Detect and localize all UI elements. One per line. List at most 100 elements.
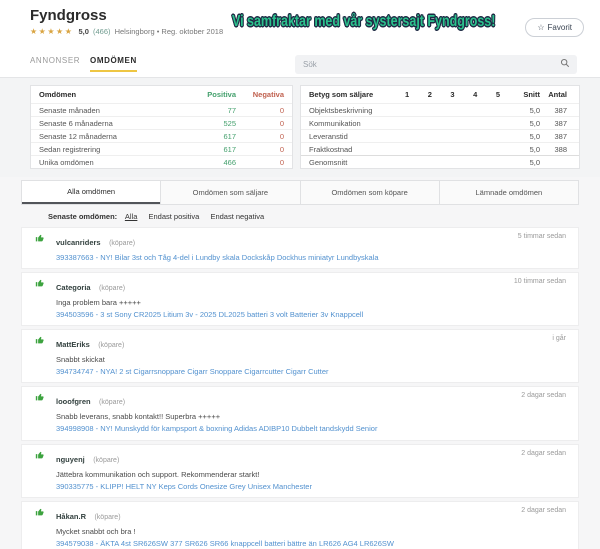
scale-2: 2 <box>427 90 432 99</box>
review-comment: Jättebra kommunikation och support. Reko… <box>56 469 260 479</box>
tab-annonser[interactable]: ANNONSER <box>30 56 81 65</box>
review-username[interactable]: Categoria <box>56 283 91 293</box>
thumbs-up-icon <box>35 234 44 242</box>
filter-endast-positiva[interactable]: Endast positiva <box>148 212 200 221</box>
avg-value: 5,0 <box>529 157 540 167</box>
tab-omdomen-som-saljare[interactable]: Omdömen som säljare <box>160 181 299 204</box>
scale-3: 3 <box>450 90 455 99</box>
reviews-list: vulcanriders (köpare) 5 timmar sedan 393… <box>21 227 579 549</box>
search-box <box>295 54 577 74</box>
thumbs-up-icon <box>35 451 44 458</box>
tab-alla-omdomen[interactable]: Alla omdömen <box>22 181 161 204</box>
search-icon[interactable] <box>560 58 570 68</box>
filter-label: Senaste omdömen: <box>48 212 118 221</box>
review-filter-tabs: Alla omdömen Omdömen som säljare Omdömen… <box>21 180 579 205</box>
profile-nav: ANNONSER OMDÖMEN <box>0 50 600 78</box>
rating-bar <box>405 147 500 152</box>
thumbs-up-icon <box>35 337 44 344</box>
page-title: Fyndgross <box>30 7 107 24</box>
seller-header-row: Betyg som säljare 1 2 3 4 5 Snitt Antal <box>301 86 579 103</box>
review-role: (köpare) <box>109 240 136 247</box>
col-antal: Antal <box>548 90 567 99</box>
thumbs-up-icon <box>35 508 44 515</box>
review-item-link[interactable]: 393387663 - NY! Bilar 3st och Tåg 4-del … <box>56 253 379 262</box>
row-label: Senaste 6 månaderna <box>39 118 113 128</box>
review-item-link[interactable]: 394503596 - 3 st Sony CR2025 Litium 3v -… <box>56 310 364 320</box>
rating-scale: 1 2 3 4 5 <box>405 90 500 99</box>
review-timestamp: i går <box>552 335 566 343</box>
negative-count[interactable]: 0 <box>279 144 284 154</box>
latest-reviews-filterbar: Senaste omdömen: Alla Endast positiva En… <box>0 205 600 227</box>
negative-count[interactable]: 0 <box>279 105 284 115</box>
table-row: Objektsbeskrivning 5,0 387 <box>301 103 579 116</box>
filter-endast-negativa[interactable]: Endast negativa <box>210 212 265 221</box>
review-comment: Snabbt skickat <box>56 355 105 365</box>
stats-section: Omdömen Positiva Negativa Senaste månade… <box>0 78 600 177</box>
rating-count-link[interactable]: (466) <box>92 27 111 36</box>
review-row: nguyenj (köpare) 2 dagar sedan Jättebra … <box>21 443 579 498</box>
favorite-button[interactable]: ☆ Favorit <box>525 18 584 37</box>
row-label: Objektsbeskrivning <box>309 105 373 115</box>
avg-value: 5,0 <box>529 105 540 115</box>
table-row: Leveranstid 5,0 387 <box>301 129 579 142</box>
review-timestamp: 5 timmar sedan <box>517 233 566 240</box>
summary-title: Omdömen <box>39 90 77 99</box>
row-label: Leveranstid <box>309 131 348 141</box>
review-item-link[interactable]: 394734747 - NYA! 2 st Cigarrsnoppare Cig… <box>56 367 329 377</box>
review-timestamp: 10 timmar sedan <box>513 278 566 286</box>
table-row: Fraktkostnad 5,0 388 <box>301 142 579 155</box>
positive-count[interactable]: 617 <box>223 131 236 141</box>
profile-meta: ★★★★★ 5,0 (466) Helsingborg • Reg. oktob… <box>30 27 223 36</box>
scale-5: 5 <box>495 90 500 99</box>
avg-value: 5,0 <box>529 118 540 128</box>
review-username[interactable]: Håkan.R <box>56 511 87 521</box>
negative-count[interactable]: 0 <box>279 131 284 141</box>
table-row: Kommunikation 5,0 387 <box>301 116 579 129</box>
favorite-label: Favorit <box>547 23 572 32</box>
row-label: Unika omdömen <box>39 157 94 167</box>
row-label: Kommunikation <box>309 118 361 128</box>
review-row: vulcanriders (köpare) 5 timmar sedan 393… <box>21 227 579 270</box>
review-role: (köpare) <box>99 285 126 293</box>
positive-count[interactable]: 77 <box>227 105 236 115</box>
review-username[interactable]: nguyenj <box>56 454 85 464</box>
location-registered: Helsingborg • Reg. oktober 2018 <box>114 27 224 36</box>
review-timestamp: 2 dagar sedan <box>521 506 566 514</box>
search-input[interactable] <box>295 55 577 74</box>
filter-alla[interactable]: Alla <box>124 212 138 221</box>
table-row: Unika omdömen 466 0 <box>31 155 292 168</box>
table-row-total: Genomsnitt 5,0 <box>301 155 579 168</box>
table-row: Senaste 6 månaderna 525 0 <box>31 116 292 129</box>
positive-count[interactable]: 617 <box>223 144 236 154</box>
col-negativa: Negativa <box>252 90 284 99</box>
review-comment: Inga problem bara +++++ <box>56 298 141 308</box>
thumbs-up-icon <box>35 279 44 287</box>
negative-count[interactable]: 0 <box>279 118 284 128</box>
review-username[interactable]: MattEriks <box>56 340 90 350</box>
positive-count[interactable]: 466 <box>223 157 236 167</box>
negative-count[interactable]: 0 <box>279 157 284 167</box>
review-item-link[interactable]: 394998908 - NY! Munskydd för kampsport &… <box>56 424 378 434</box>
review-username[interactable]: looofgren <box>56 397 91 407</box>
rating-bar <box>405 121 500 126</box>
review-username[interactable]: vulcanriders <box>56 238 101 247</box>
review-comment: Mycket snabbt och bra ! <box>56 526 136 536</box>
table-row: Senaste 12 månaderna 617 0 <box>31 129 292 142</box>
tab-omdomen[interactable]: OMDÖMEN <box>90 56 137 72</box>
promo-banner-text: Vi samfraktar med vår systersajt Fyndgro… <box>232 13 496 30</box>
rating-value: 5,0 <box>78 27 89 36</box>
rating-bar <box>405 134 500 139</box>
row-label: Sedan registrering <box>39 144 101 154</box>
tab-lamnade-omdomen[interactable]: Lämnade omdömen <box>438 181 578 204</box>
count-value: 387 <box>554 105 567 115</box>
summary-header-row: Omdömen Positiva Negativa <box>31 86 292 103</box>
scale-1: 1 <box>405 90 410 99</box>
review-item-link[interactable]: 394579038 - ÄKTA 4st SR626SW 377 SR626 S… <box>56 538 394 548</box>
positive-count[interactable]: 525 <box>223 118 236 128</box>
star-outline-icon: ☆ <box>537 23 545 32</box>
tab-omdomen-som-kopare[interactable]: Omdömen som köpare <box>299 181 439 204</box>
table-row: Senaste månaden 77 0 <box>31 103 292 116</box>
thumbs-up-icon <box>35 394 44 401</box>
avg-value: 5,0 <box>529 144 540 154</box>
review-item-link[interactable]: 390335775 - KLIPP! HELT NY Keps Cords On… <box>56 481 312 491</box>
